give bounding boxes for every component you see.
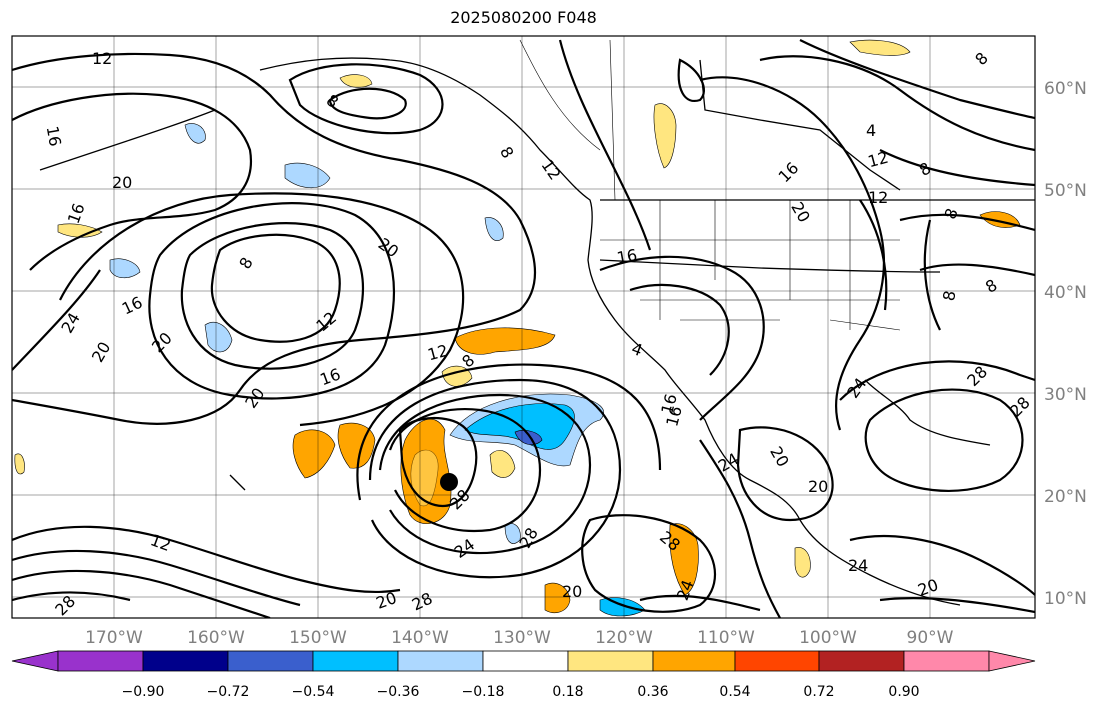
colorbar-segment — [567, 650, 654, 672]
longitude-label: 130°W — [493, 628, 551, 648]
latitude-label: 10°N — [1044, 589, 1087, 609]
contour-label: 16 — [43, 125, 65, 148]
latitude-axis: 60°N 50°N 40°N 30°N 20°N 10°N — [1044, 79, 1087, 609]
contour-label: 20 — [562, 582, 582, 601]
longitude-label: 100°W — [799, 628, 857, 648]
contour-label: 4 — [866, 121, 876, 140]
colorbar-label: −0.72 — [207, 684, 250, 700]
colorbar-label: 0.18 — [552, 684, 583, 700]
political-borders — [519, 39, 901, 331]
map-title: 2025080200 F048 — [450, 8, 597, 27]
contour-label: 16 — [662, 404, 686, 429]
latitude-label: 60°N — [1044, 79, 1087, 99]
longitude-label: 140°W — [391, 628, 449, 648]
colorbar-segment — [227, 650, 314, 672]
colorbar-label: 0.72 — [803, 684, 834, 700]
longitude-label: 170°W — [85, 628, 143, 648]
colorbar-segment — [652, 650, 736, 672]
colorbar-segment — [903, 650, 990, 672]
contour-label: 12 — [868, 188, 888, 207]
colorbar-labels: −0.90 −0.72 −0.54 −0.36 −0.18 0.18 0.36 … — [122, 684, 920, 700]
contour-label: 12 — [425, 341, 450, 365]
longitude-label: 120°W — [595, 628, 653, 648]
contour-label: 12 — [92, 49, 112, 68]
colorbar-segment — [818, 650, 905, 672]
colorbar-segment — [142, 650, 229, 672]
longitude-label: 150°W — [289, 628, 347, 648]
colorbar-label: −0.54 — [292, 684, 335, 700]
map-frame — [11, 35, 1036, 619]
latitude-label: 20°N — [1044, 487, 1087, 507]
latitude-label: 30°N — [1044, 385, 1087, 405]
colorbar-label: 0.54 — [719, 684, 750, 700]
colorbar — [11, 650, 1036, 672]
contour-label: 8 — [939, 289, 959, 302]
storm-center-marker — [440, 473, 458, 491]
latitude-label: 40°N — [1044, 283, 1087, 303]
longitude-label: 160°W — [187, 628, 245, 648]
colorbar-label: 0.36 — [637, 684, 668, 700]
contour-label: 24 — [848, 556, 868, 575]
colorbar-extend-min — [11, 650, 59, 672]
longitude-label: 110°W — [697, 628, 755, 648]
contour-lines — [12, 39, 1035, 618]
colorbar-label: −0.36 — [377, 684, 420, 700]
colorbar-segment — [312, 650, 399, 672]
longitude-label: 90°W — [907, 628, 954, 648]
map-area — [12, 36, 1035, 618]
contour-label: 20 — [808, 477, 828, 496]
contour-label: 12 — [866, 148, 891, 172]
colorbar-label: −0.90 — [122, 684, 165, 700]
colorbar-segment — [482, 650, 569, 672]
colorbar-label: 0.90 — [888, 684, 919, 700]
latitude-label: 50°N — [1044, 181, 1087, 201]
colorbar-segment — [397, 650, 484, 672]
colorbar-segment — [734, 650, 820, 672]
contour-label: 20 — [112, 173, 132, 192]
contour-label: 16 — [657, 392, 681, 417]
longitude-axis: 170°W 160°W 150°W 140°W 130°W 120°W 110°… — [85, 628, 954, 648]
colorbar-extend-max — [988, 650, 1036, 672]
colorbar-segment — [57, 650, 144, 672]
contour-label: 16 — [615, 245, 638, 267]
colorbar-label: −0.18 — [462, 684, 505, 700]
